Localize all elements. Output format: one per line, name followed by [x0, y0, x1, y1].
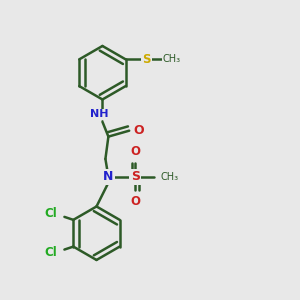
- Text: Cl: Cl: [44, 207, 57, 220]
- Text: O: O: [130, 145, 140, 158]
- Text: O: O: [130, 196, 140, 208]
- Text: S: S: [142, 53, 151, 66]
- Text: CH₃: CH₃: [160, 172, 178, 182]
- Text: N: N: [103, 170, 114, 183]
- Text: Cl: Cl: [44, 246, 57, 259]
- Text: CH₃: CH₃: [163, 54, 181, 64]
- Text: O: O: [134, 124, 144, 137]
- Text: S: S: [130, 170, 140, 183]
- Text: NH: NH: [90, 109, 109, 119]
